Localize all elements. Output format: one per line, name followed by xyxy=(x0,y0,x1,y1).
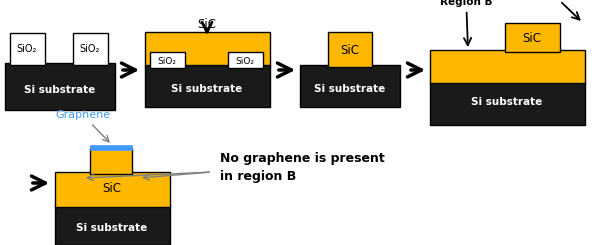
Bar xyxy=(55,205,170,245)
Bar xyxy=(150,52,185,68)
Text: SiC: SiC xyxy=(103,182,121,195)
Text: Region A: Region A xyxy=(526,0,580,20)
Bar xyxy=(228,52,263,68)
Bar xyxy=(73,33,108,65)
Bar xyxy=(90,148,132,174)
Text: SiC: SiC xyxy=(523,32,542,45)
Text: Si substrate: Si substrate xyxy=(472,97,542,107)
Bar xyxy=(430,82,585,125)
Text: SiO₂: SiO₂ xyxy=(80,44,100,54)
Bar xyxy=(505,23,560,52)
Text: SiC: SiC xyxy=(197,17,217,30)
Bar xyxy=(145,32,270,67)
Bar xyxy=(145,65,270,107)
Text: Si substrate: Si substrate xyxy=(314,84,386,94)
Bar xyxy=(90,145,132,150)
Text: Graphene: Graphene xyxy=(55,110,110,142)
Text: SiO₂: SiO₂ xyxy=(17,44,37,54)
Text: SiO₂: SiO₂ xyxy=(235,57,254,65)
Text: SiC: SiC xyxy=(341,44,359,57)
Bar xyxy=(5,63,115,110)
Bar xyxy=(55,172,170,207)
Text: Region B: Region B xyxy=(440,0,493,45)
Text: Si substrate: Si substrate xyxy=(76,223,148,233)
Bar xyxy=(300,65,400,107)
Bar xyxy=(430,50,585,83)
Bar xyxy=(328,32,372,67)
Text: Si substrate: Si substrate xyxy=(25,85,95,95)
Text: Si substrate: Si substrate xyxy=(172,84,242,94)
Text: SiO₂: SiO₂ xyxy=(157,57,176,65)
Text: No graphene is present: No graphene is present xyxy=(220,151,385,164)
Bar xyxy=(10,33,45,65)
Text: in region B: in region B xyxy=(220,170,296,183)
